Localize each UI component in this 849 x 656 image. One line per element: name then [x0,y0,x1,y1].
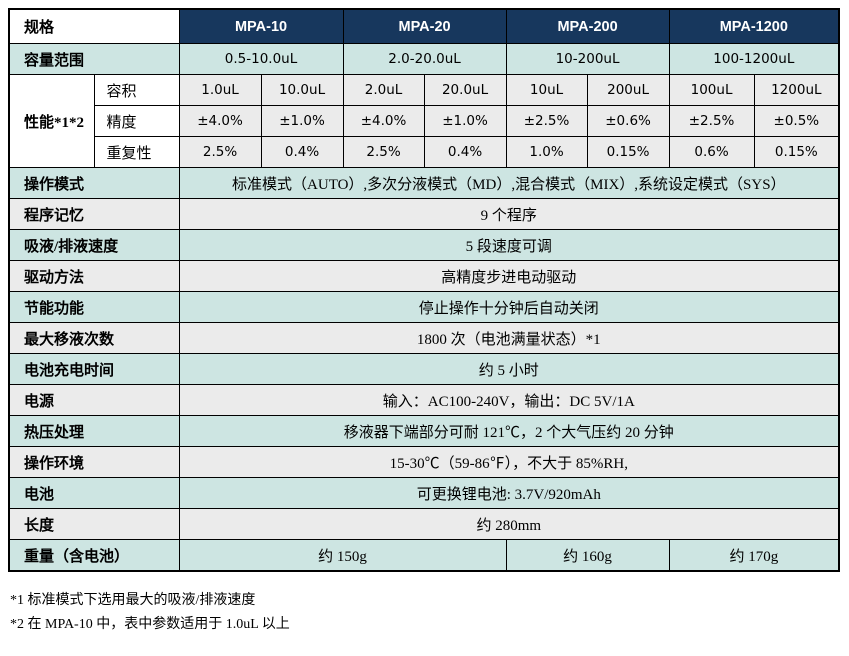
accuracy-value: ±4.0% [178,105,262,137]
row-label: 电池 [8,477,180,509]
spec-row-charge-time: 电池充电时间 约 5 小时 [8,353,840,385]
capacity-value: 0.5-10.0uL [178,43,344,75]
row-label: 吸液/排液速度 [8,229,180,261]
spec-row-program-memory: 程序记忆 9 个程序 [8,198,840,230]
row-value: 15-30℃（59-86℉），不大于 85%RH, [178,446,840,478]
repeatability-value: 0.4% [260,136,344,168]
accuracy-value: ±1.0% [260,105,344,137]
row-value: 标准模式（AUTO）,多次分液模式（MD）,混合模式（MIX）,系统设定模式（S… [178,167,840,199]
accuracy-value: ±2.5% [505,105,588,137]
model-header-mpa-10: MPA-10 [178,8,344,44]
volume-value: 20.0uL [423,74,507,106]
spec-row-speed: 吸液/排液速度 5 段速度可调 [8,229,840,261]
row-value: 5 段速度可调 [178,229,840,261]
row-value: 高精度步进电动驱动 [178,260,840,292]
pipette-spec-table: 规格 MPA-10 MPA-20 MPA-200 MPA-1200 容量范围 0… [8,8,841,572]
capacity-value: 10-200uL [505,43,670,75]
performance-volume-row: 性能*1*2 容积 1.0uL 10.0uL 2.0uL 20.0uL 10uL… [8,74,840,168]
volume-value: 10.0uL [260,74,344,106]
footnote-2: *2 在 MPA-10 中，表中参数适用于 1.0uL 以上 [10,616,290,632]
spec-row-drive-method: 驱动方法 高精度步进电动驱动 [8,260,840,292]
row-value: 1800 次（电池满量状态）*1 [178,322,840,354]
row-label: 电源 [8,384,180,416]
row-label: 操作模式 [8,167,180,199]
volume-value: 200uL [586,74,670,106]
volume-value: 2.0uL [342,74,425,106]
row-label: 节能功能 [8,291,180,323]
spec-row-operation-mode: 操作模式 标准模式（AUTO）,多次分液模式（MD）,混合模式（MIX）,系统设… [8,167,840,199]
volume-value: 1.0uL [178,74,262,106]
weight-row: 重量（含电池） 约 150g 约 160g 约 170g [8,539,840,572]
repeatability-value: 0.15% [586,136,670,168]
spec-row-length: 长度 约 280mm [8,508,840,540]
row-label: 重量（含电池） [8,539,180,572]
repeatability-value: 2.5% [178,136,262,168]
row-value: 可更换锂电池: 3.7V/920mAh [178,477,840,509]
footnotes: *1 标准模式下选用最大的吸液/排液速度 *2 在 MPA-10 中，表中参数适… [10,589,849,637]
capacity-value: 2.0-20.0uL [342,43,507,75]
weight-value: 约 160g [505,539,670,572]
row-sublabel: 重复性 [93,136,180,168]
model-header-mpa-1200: MPA-1200 [668,8,840,44]
repeatability-value: 0.6% [668,136,755,168]
repeatability-value: 0.15% [753,136,840,168]
row-sublabel: 容积 [93,74,180,106]
row-value: 约 280mm [178,508,840,540]
volume-value: 1200uL [753,74,840,106]
repeatability-value: 1.0% [505,136,588,168]
spec-row-environment: 操作环境 15-30℃（59-86℉），不大于 85%RH, [8,446,840,478]
repeatability-value: 0.4% [423,136,507,168]
model-header-mpa-200: MPA-200 [505,8,670,44]
row-value: 9 个程序 [178,198,840,230]
row-sublabel: 精度 [93,105,180,137]
row-value: 停止操作十分钟后自动关闭 [178,291,840,323]
performance-repeatability-row: 重复性 2.5% 0.4% 2.5% 0.4% 1.0% 0.15% 0.6% … [9,136,840,168]
header-row: 规格 MPA-10 MPA-20 MPA-200 MPA-1200 [8,8,840,44]
row-label: 驱动方法 [8,260,180,292]
footnote-1: *1 标准模式下选用最大的吸液/排液速度 [10,593,256,608]
row-label: 操作环境 [8,446,180,478]
accuracy-value: ±0.6% [586,105,670,137]
volume-value: 10uL [505,74,588,106]
row-value: 输入：AC100-240V，输出：DC 5V/1A [178,384,840,416]
row-label: 电池充电时间 [8,353,180,385]
spec-row-power-supply: 电源 输入：AC100-240V，输出：DC 5V/1A [8,384,840,416]
accuracy-value: ±4.0% [342,105,425,137]
performance-group-label: 性能*1*2 [8,74,95,168]
accuracy-value: ±2.5% [668,105,755,137]
row-value: 约 5 小时 [178,353,840,385]
spec-row-max-pipetting: 最大移液次数 1800 次（电池满量状态）*1 [8,322,840,354]
repeatability-value: 2.5% [342,136,425,168]
row-label: 程序记忆 [8,198,180,230]
capacity-value: 100-1200uL [668,43,840,75]
row-label: 最大移液次数 [8,322,180,354]
spec-row-battery: 电池 可更换锂电池: 3.7V/920mAh [8,477,840,509]
spec-row-power-saving: 节能功能 停止操作十分钟后自动关闭 [8,291,840,323]
volume-value: 100uL [668,74,755,106]
row-label: 容量范围 [8,43,180,75]
capacity-range-row: 容量范围 0.5-10.0uL 2.0-20.0uL 10-200uL 100-… [8,43,840,75]
corner-label: 规格 [8,8,180,44]
row-label: 长度 [8,508,180,540]
performance-accuracy-row: 精度 ±4.0% ±1.0% ±4.0% ±1.0% ±2.5% ±0.6% ±… [9,105,840,137]
model-header-mpa-20: MPA-20 [342,8,507,44]
weight-value: 约 170g [668,539,840,572]
accuracy-value: ±1.0% [423,105,507,137]
weight-value: 约 150g [178,539,507,572]
row-label: 热压处理 [8,415,180,447]
spec-row-autoclave: 热压处理 移液器下端部分可耐 121℃，2 个大气压约 20 分钟 [8,415,840,447]
accuracy-value: ±0.5% [753,105,840,137]
row-value: 移液器下端部分可耐 121℃，2 个大气压约 20 分钟 [178,415,840,447]
